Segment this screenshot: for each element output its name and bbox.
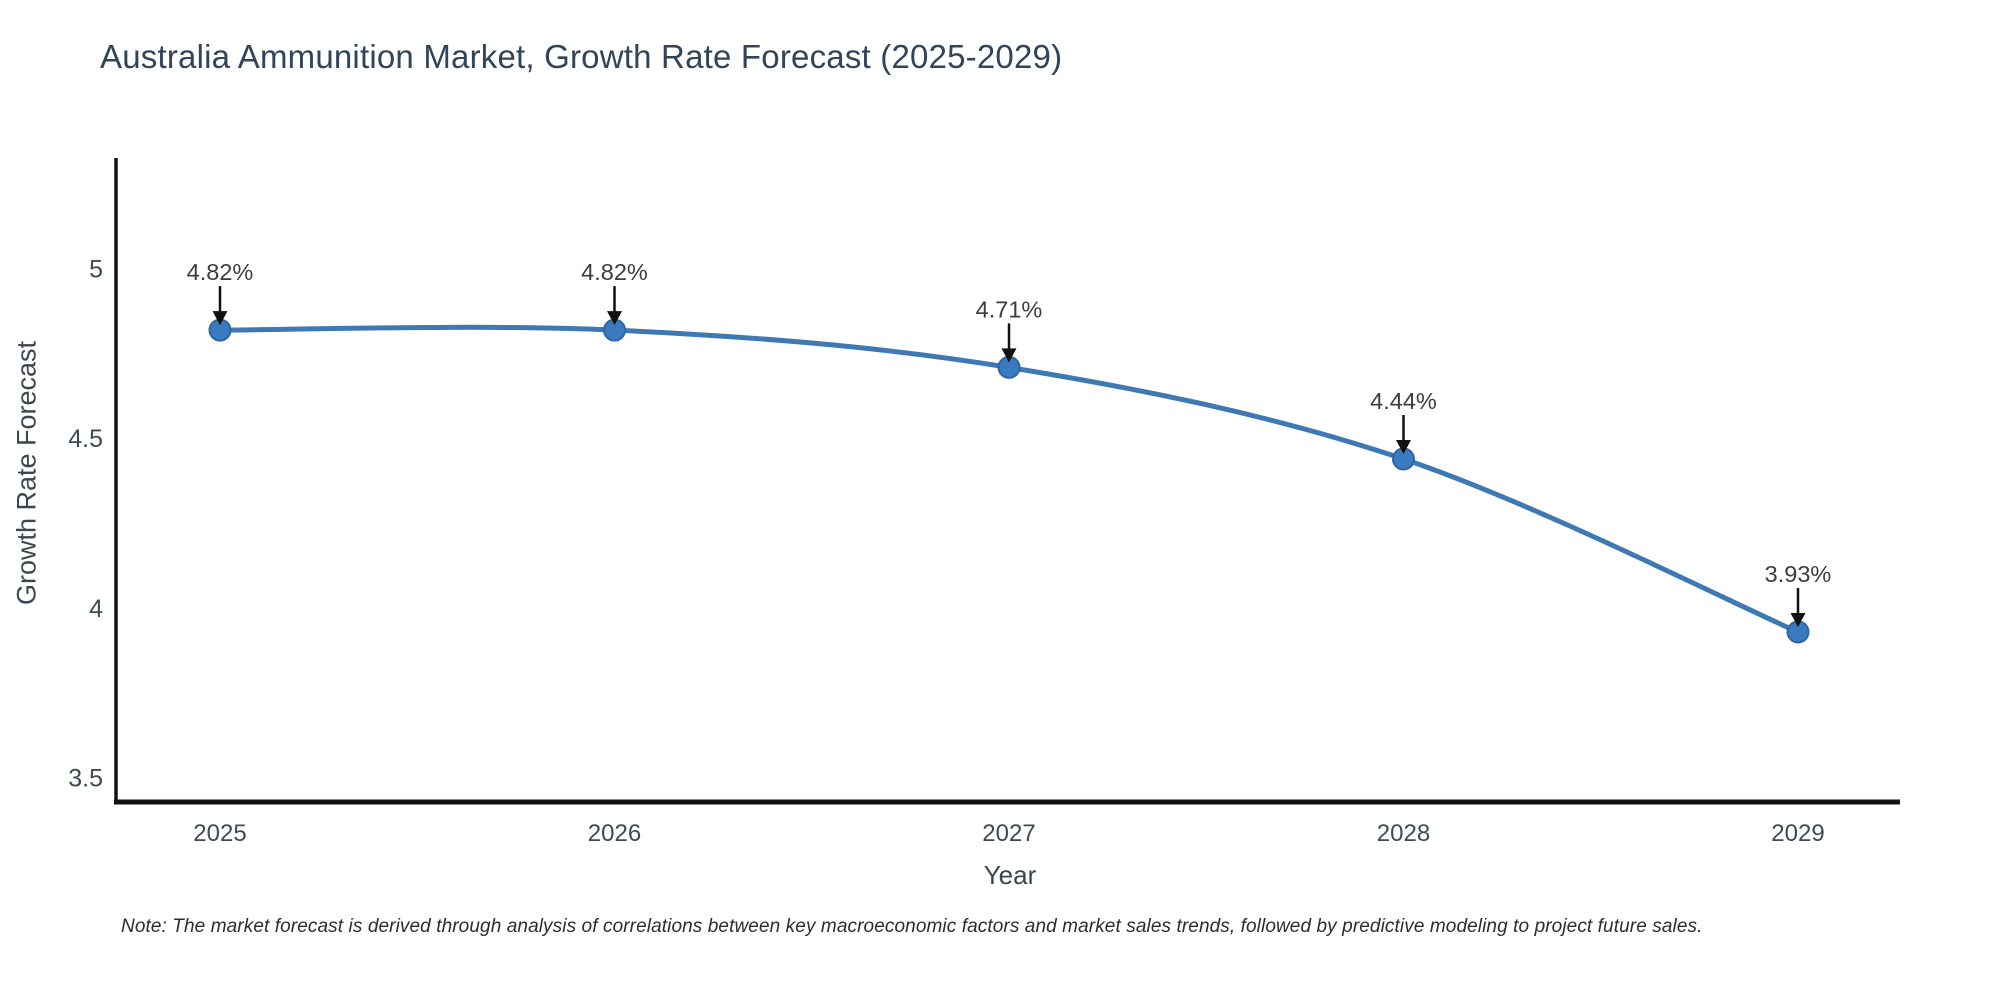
data-point-label: 4.44% [1370,388,1437,414]
annotation-arrow-head [212,311,228,326]
x-tick-label: 2026 [588,820,641,847]
data-point-label: 4.82% [187,259,254,285]
x-tick-label: 2027 [982,820,1035,847]
annotation-arrow-head [1001,348,1017,363]
chart-title: Australia Ammunition Market, Growth Rate… [100,38,1063,75]
annotation-arrow-head [607,311,622,326]
annotation-arrow-head [1396,440,1411,455]
y-tick-label: 5 [89,256,103,284]
y-tick-label: 4.5 [68,425,103,453]
x-tick-label: 2028 [1377,820,1430,847]
annotation-arrow-head [1790,613,1806,628]
data-point-label: 3.93% [1765,561,1832,587]
data-point-label: 4.82% [581,259,648,285]
footnote: Note: The market forecast is derived thr… [121,916,1703,937]
y-tick-label: 3.5 [68,764,103,792]
x-tick-label: 2029 [1771,820,1824,847]
x-tick-label: 2025 [193,820,246,847]
x-axis-title: Year [983,860,1037,890]
data-point-label: 4.71% [976,296,1043,322]
y-tick-label: 4 [89,595,103,623]
